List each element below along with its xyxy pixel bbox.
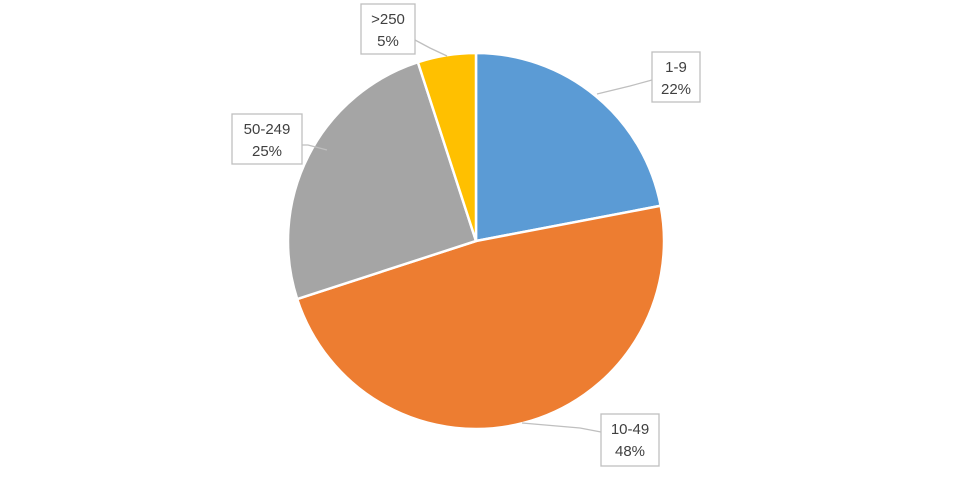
pie-slices [286,51,666,431]
label-box [600,413,660,467]
percent-label: 5% [377,33,399,50]
percent-label: 25% [252,143,282,160]
label-box [651,51,701,103]
percent-label: 48% [615,443,645,460]
category-label: 10-49 [611,421,649,438]
category-label: >250 [371,11,405,28]
data-label-1: 1-922% [596,51,701,103]
leader-line [521,422,602,433]
leader-line [596,79,653,95]
data-label-2: 10-49 48% [521,413,660,467]
pie-slice-1 [474,51,662,243]
category-label: 1-9 [665,59,687,76]
data-label-3: 50-249 25% [231,113,328,165]
label-box [231,113,303,165]
leader-line [302,144,328,151]
data-label-4: >250 5% [360,3,448,57]
pie-slice-3 [286,60,478,301]
percent-label: 22% [661,81,691,98]
leader-line [414,39,448,57]
category-label: 50-249 [244,121,291,138]
label-box [360,3,416,55]
